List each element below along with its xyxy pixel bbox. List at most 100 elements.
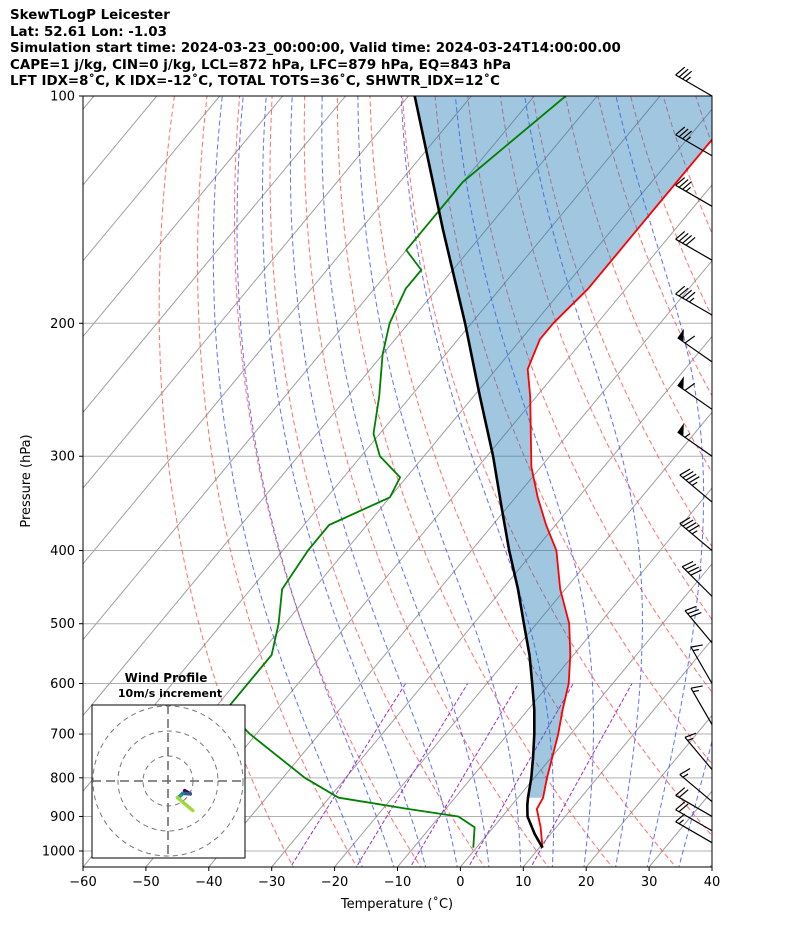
x-tick-label: 40 xyxy=(704,875,721,890)
wind-barb xyxy=(677,423,713,457)
barb-flag xyxy=(675,177,686,186)
moist-adiabat xyxy=(321,96,490,867)
wind-barb xyxy=(675,230,713,261)
barb-staff xyxy=(675,184,713,207)
barb-staff xyxy=(675,238,713,261)
barb-flag xyxy=(679,468,691,476)
barb-flag xyxy=(685,236,696,246)
x-tick-label: −40 xyxy=(195,875,222,890)
wind-barb xyxy=(679,468,713,503)
wind-barb xyxy=(675,66,713,97)
barb-flag xyxy=(684,732,697,738)
barb-flag xyxy=(675,230,686,240)
barb-flag xyxy=(682,70,693,80)
barb-flag xyxy=(684,382,696,391)
y-tick-label: 600 xyxy=(50,677,75,692)
wind-barb xyxy=(679,767,713,803)
barb-half-flag xyxy=(692,689,699,693)
wind-barb xyxy=(677,376,713,410)
dry-adiabat xyxy=(158,96,294,867)
barb-flag xyxy=(690,569,702,576)
barb-flag xyxy=(682,519,694,527)
wind-barb xyxy=(690,644,713,684)
y-tick-label: 300 xyxy=(50,450,75,465)
barb-staff xyxy=(675,134,713,157)
chart-header: SkewTLogP Leicester Lat: 52.61 Lon: -1.0… xyxy=(10,8,621,91)
barb-staff xyxy=(679,474,713,503)
barb-staff xyxy=(690,646,713,684)
barb-staff xyxy=(675,74,713,97)
barb-staff xyxy=(690,687,713,725)
cape-indices: CAPE=1 j/kg, CIN=0 j/kg, LCL=872 hPa, LF… xyxy=(10,57,512,73)
y-tick-label: 1000 xyxy=(42,845,75,860)
stability-indices: LFT IDX=8˚C, K IDX=-12˚C, TOTAL TOTS=36˚… xyxy=(10,74,500,89)
barb-flag xyxy=(690,685,703,689)
y-tick-label: 900 xyxy=(50,810,75,825)
isotherm-line xyxy=(522,638,712,867)
temperature-profile xyxy=(526,138,712,848)
barb-staff xyxy=(675,809,713,832)
barb-pennant xyxy=(677,376,684,390)
mixing-ratio-line xyxy=(467,683,574,867)
barb-flag xyxy=(682,234,693,244)
wind-barb xyxy=(681,560,713,597)
dewpoint-profile xyxy=(225,96,567,848)
barb-staff xyxy=(679,774,713,803)
isotherm-line xyxy=(711,866,712,867)
wind-barbs xyxy=(675,66,713,844)
mixing-ratio-line xyxy=(289,683,407,867)
barb-pennant xyxy=(677,328,684,342)
isotherm-line xyxy=(145,184,712,867)
dry-adiabat xyxy=(564,96,712,474)
wind-barb xyxy=(675,813,713,844)
axes: −60 −50 −40 −30 −20 −10 0 10 20 30 40 100 200 300 400 5… xyxy=(42,90,720,891)
dry-adiabat xyxy=(369,96,677,867)
parcel-profile xyxy=(413,96,544,849)
x-tick-label: 30 xyxy=(641,875,658,890)
wind-barb xyxy=(684,732,713,770)
barb-flag xyxy=(675,813,686,823)
dry-adiabat xyxy=(695,96,712,146)
barb-flag xyxy=(675,66,686,76)
barb-flag xyxy=(675,801,686,811)
x-tick-label: 0 xyxy=(456,875,464,890)
barb-flag xyxy=(688,476,700,484)
barb-flag xyxy=(678,128,689,138)
x-tick-label: −50 xyxy=(132,875,159,890)
barb-flag xyxy=(684,563,697,571)
y-tick-label: 400 xyxy=(50,544,75,559)
barb-staff xyxy=(677,431,713,457)
moist-adiabat xyxy=(615,96,705,867)
barb-staff xyxy=(679,523,713,552)
barb-flag xyxy=(679,516,691,525)
x-axis-label: Temperature (˚C) xyxy=(340,896,453,912)
barb-half-flag xyxy=(682,773,689,778)
cape-area xyxy=(414,96,712,798)
x-tick-label: −20 xyxy=(321,875,348,890)
moist-adiabat xyxy=(236,96,395,867)
x-tick-label: −10 xyxy=(384,875,411,890)
barb-flag xyxy=(682,560,694,568)
moist-adiabat xyxy=(741,96,794,870)
barb-flag xyxy=(682,289,693,299)
x-tick-label: −30 xyxy=(258,875,285,890)
isotherm-line xyxy=(460,563,712,867)
barb-flag xyxy=(675,285,686,295)
barb-flag xyxy=(678,789,689,798)
moist-adiabat xyxy=(357,96,522,867)
isotherm-line xyxy=(334,411,712,867)
barb-flag xyxy=(685,473,697,481)
barb-half-flag xyxy=(691,481,698,486)
dry-adiabat xyxy=(197,96,358,867)
y-tick-label: 100 xyxy=(50,90,75,105)
dry-adiabat xyxy=(269,96,486,867)
simulation-times: Simulation start time: 2024-03-23_00:00:… xyxy=(10,41,621,56)
barb-flag xyxy=(688,524,700,532)
barb-flag xyxy=(678,179,689,188)
barb-flag xyxy=(675,787,686,796)
barb-half-flag xyxy=(687,737,694,741)
isotherm-line xyxy=(208,259,712,867)
wind-barb xyxy=(675,787,713,817)
inset-subtitle: 10m/s increment xyxy=(118,687,222,700)
wind-barb xyxy=(675,126,713,157)
